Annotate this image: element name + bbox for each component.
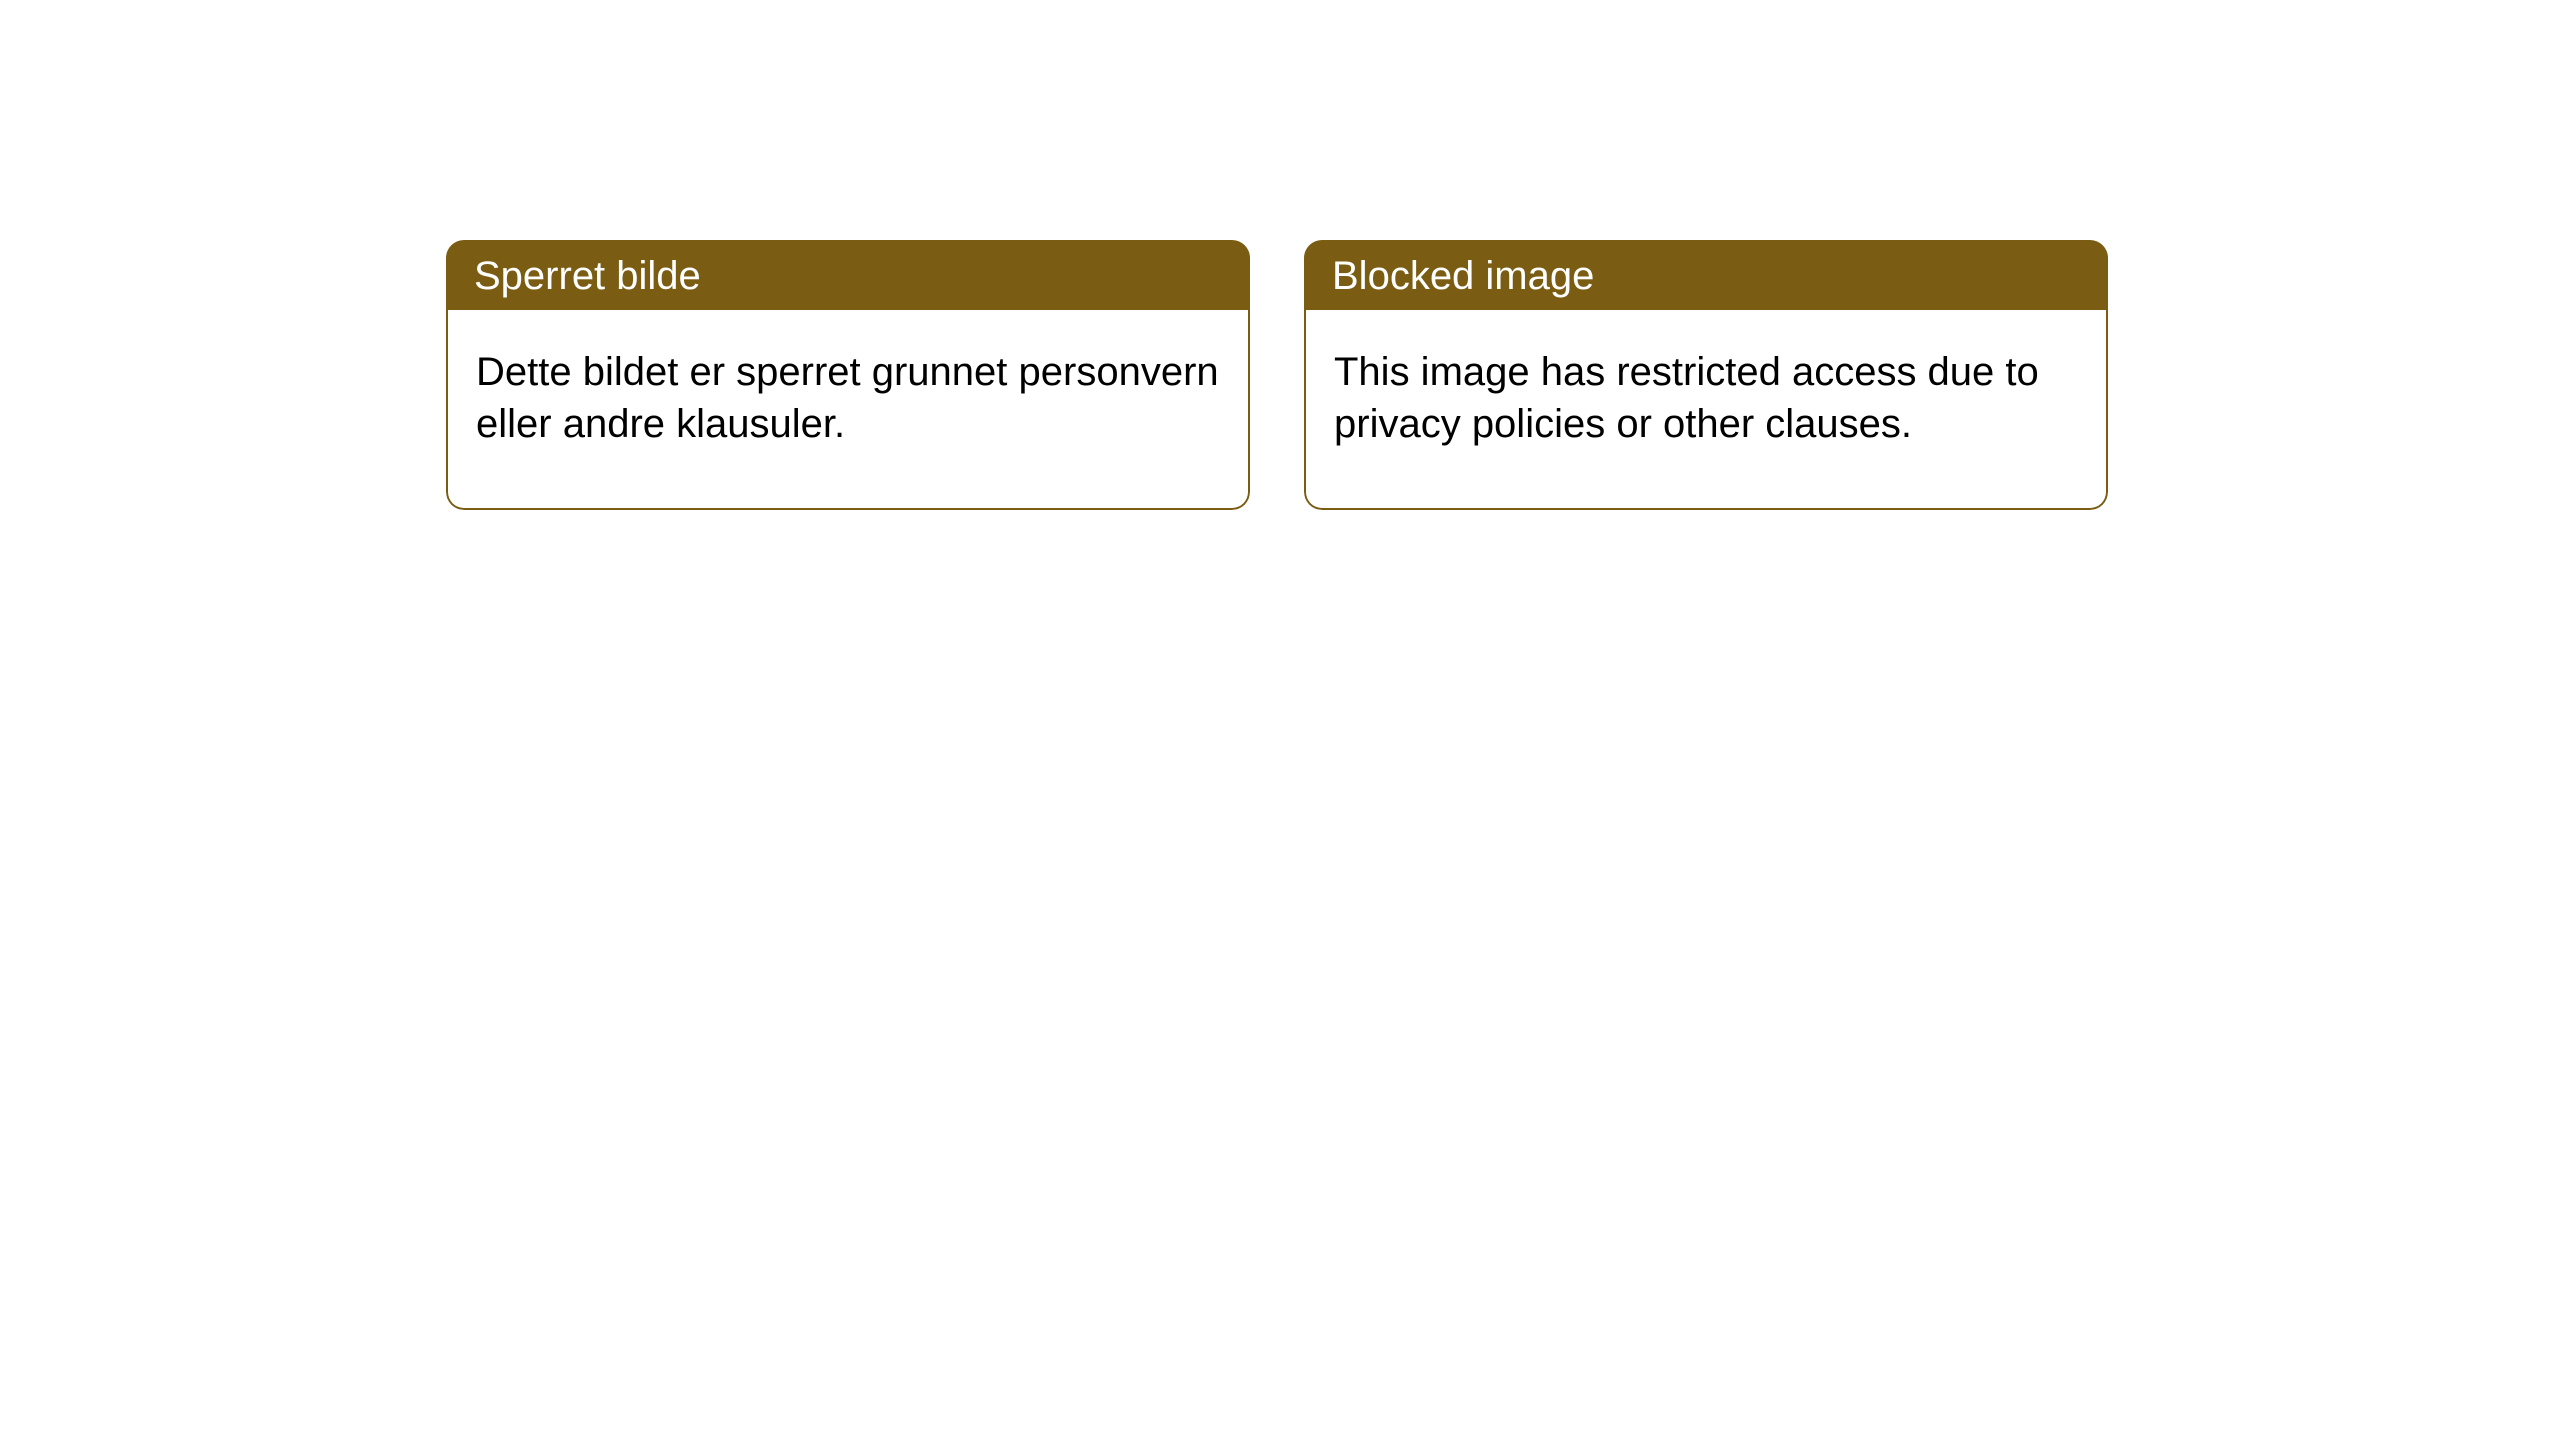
- notice-card-no: Sperret bilde Dette bildet er sperret gr…: [446, 240, 1250, 510]
- notice-card-header: Blocked image: [1304, 240, 2108, 310]
- notice-card-body: Dette bildet er sperret grunnet personve…: [446, 310, 1250, 510]
- notice-card-header: Sperret bilde: [446, 240, 1250, 310]
- notice-card-body: This image has restricted access due to …: [1304, 310, 2108, 510]
- notice-container: Sperret bilde Dette bildet er sperret gr…: [0, 0, 2560, 510]
- notice-card-en: Blocked image This image has restricted …: [1304, 240, 2108, 510]
